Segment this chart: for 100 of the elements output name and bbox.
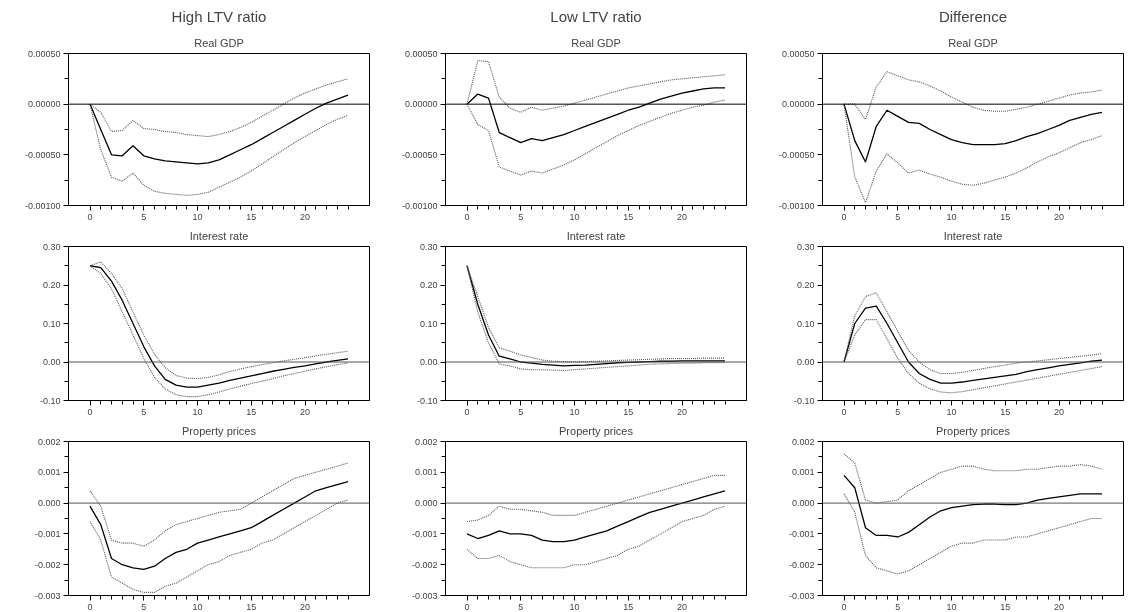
chart-subtitle: Real GDP: [948, 36, 998, 49]
y-tick-label: 0.000: [414, 498, 438, 509]
x-tick-label: 15: [246, 211, 257, 222]
y-tick-label: -0.10: [416, 395, 438, 406]
x-tick-label: 5: [518, 211, 524, 222]
x-tick-label: 5: [141, 211, 147, 222]
y-tick-label: 0.10: [796, 318, 815, 329]
y-tick-label: -0.00100: [778, 200, 815, 211]
y-tick-label: 0.000: [37, 498, 61, 509]
chart-title: Difference: [938, 7, 1008, 25]
y-tick-label: 0.00000: [781, 99, 815, 110]
x-tick-label: 15: [246, 601, 257, 612]
x-tick-label: 20: [299, 211, 311, 222]
chart-subtitle: Real GDP: [571, 36, 621, 49]
y-tick-label: 0.00: [796, 357, 815, 367]
x-tick-label: 10: [192, 601, 203, 612]
chart-title: Interest rate: [189, 229, 249, 242]
chart-title: Low LTV ratio: [550, 7, 642, 25]
chart-title: High LTV ratio: [171, 7, 267, 25]
x-tick-label: 0: [841, 211, 847, 222]
x-tick-label: 20: [676, 601, 688, 612]
x-tick-label: 5: [895, 211, 901, 222]
y-tick-label: 0.30: [42, 241, 61, 252]
y-tick-label: 0.002: [791, 436, 815, 447]
chart-subtitle: Real GDP: [194, 36, 244, 49]
x-tick-label: 5: [141, 601, 147, 612]
x-tick-label: 5: [895, 601, 901, 612]
x-tick-label: 15: [1000, 601, 1011, 612]
y-tick-label: -0.00050: [24, 149, 61, 160]
chart-title: Interest rate: [943, 229, 1003, 242]
x-tick-label: 10: [192, 211, 203, 222]
x-tick-label: 0: [87, 406, 93, 417]
y-tick-label: -0.10: [793, 395, 815, 406]
x-tick-label: 0: [841, 406, 847, 417]
x-tick-label: 20: [1053, 211, 1065, 222]
y-tick-label: 0.10: [42, 318, 61, 329]
x-tick-label: 20: [299, 406, 311, 417]
y-tick-label: -0.003: [34, 590, 61, 601]
x-tick-label: 15: [246, 406, 257, 417]
x-tick-label: 15: [623, 601, 634, 612]
x-tick-label: 0: [841, 601, 847, 612]
x-tick-label: 5: [895, 406, 901, 417]
y-tick-label: 0.20: [42, 280, 61, 290]
x-tick-label: 15: [1000, 406, 1011, 417]
x-tick-label: 10: [946, 601, 957, 612]
y-tick-label: 0.002: [37, 436, 61, 447]
y-tick-label: -0.001: [411, 528, 438, 539]
x-tick-label: 10: [569, 211, 580, 222]
y-tick-label: 0.002: [414, 436, 438, 447]
x-tick-label: 0: [464, 211, 470, 222]
y-tick-label: -0.002: [34, 559, 61, 570]
y-tick-label: -0.003: [788, 590, 815, 601]
y-tick-label: 0.00: [419, 357, 438, 367]
y-tick-label: 0.001: [414, 467, 438, 478]
y-tick-label: 0.10: [419, 318, 438, 329]
y-tick-label: 0.30: [796, 241, 815, 252]
y-tick-label: -0.001: [34, 528, 61, 539]
x-tick-label: 15: [1000, 211, 1011, 222]
y-tick-label: 0.001: [791, 467, 815, 478]
x-tick-label: 5: [141, 406, 147, 417]
y-tick-label: 0.00050: [27, 48, 61, 59]
y-tick-label: 0.00000: [27, 99, 61, 110]
y-tick-label: 0.00000: [404, 99, 438, 110]
x-tick-label: 20: [299, 601, 311, 612]
x-tick-label: 10: [192, 406, 203, 417]
y-tick-label: -0.00050: [401, 149, 438, 160]
y-tick-label: 0.30: [419, 241, 438, 252]
chart-title: Interest rate: [566, 229, 626, 242]
y-tick-label: 0.20: [419, 280, 438, 290]
x-tick-label: 15: [623, 211, 634, 222]
x-tick-label: 10: [569, 406, 580, 417]
x-tick-label: 0: [87, 211, 93, 222]
x-tick-label: 0: [87, 601, 93, 612]
chart-title: Property prices: [936, 424, 1011, 437]
y-tick-label: -0.002: [788, 559, 815, 570]
x-tick-label: 20: [676, 211, 688, 222]
x-tick-label: 10: [946, 211, 957, 222]
x-tick-label: 5: [518, 601, 524, 612]
x-tick-label: 15: [623, 406, 634, 417]
y-tick-label: 0.00: [42, 357, 61, 367]
y-tick-label: -0.00100: [401, 200, 438, 211]
chart-title: Property prices: [182, 424, 257, 437]
y-tick-label: -0.10: [39, 395, 61, 406]
x-tick-label: 10: [569, 601, 580, 612]
y-tick-label: -0.00050: [778, 149, 815, 160]
y-tick-label: -0.001: [788, 528, 815, 539]
chart-title: Property prices: [559, 424, 634, 437]
y-tick-label: 0.20: [796, 280, 815, 290]
y-tick-label: 0.001: [37, 467, 61, 478]
x-tick-label: 20: [1053, 406, 1065, 417]
y-tick-label: -0.00100: [24, 200, 61, 211]
y-tick-label: 0.00050: [781, 48, 815, 59]
x-tick-label: 20: [1053, 601, 1065, 612]
x-tick-label: 20: [676, 406, 688, 417]
x-tick-label: 0: [464, 406, 470, 417]
x-tick-label: 10: [946, 406, 957, 417]
y-tick-label: -0.003: [411, 590, 438, 601]
x-tick-label: 0: [464, 601, 470, 612]
y-tick-label: -0.002: [411, 559, 438, 570]
y-tick-label: 0.000: [791, 498, 815, 509]
